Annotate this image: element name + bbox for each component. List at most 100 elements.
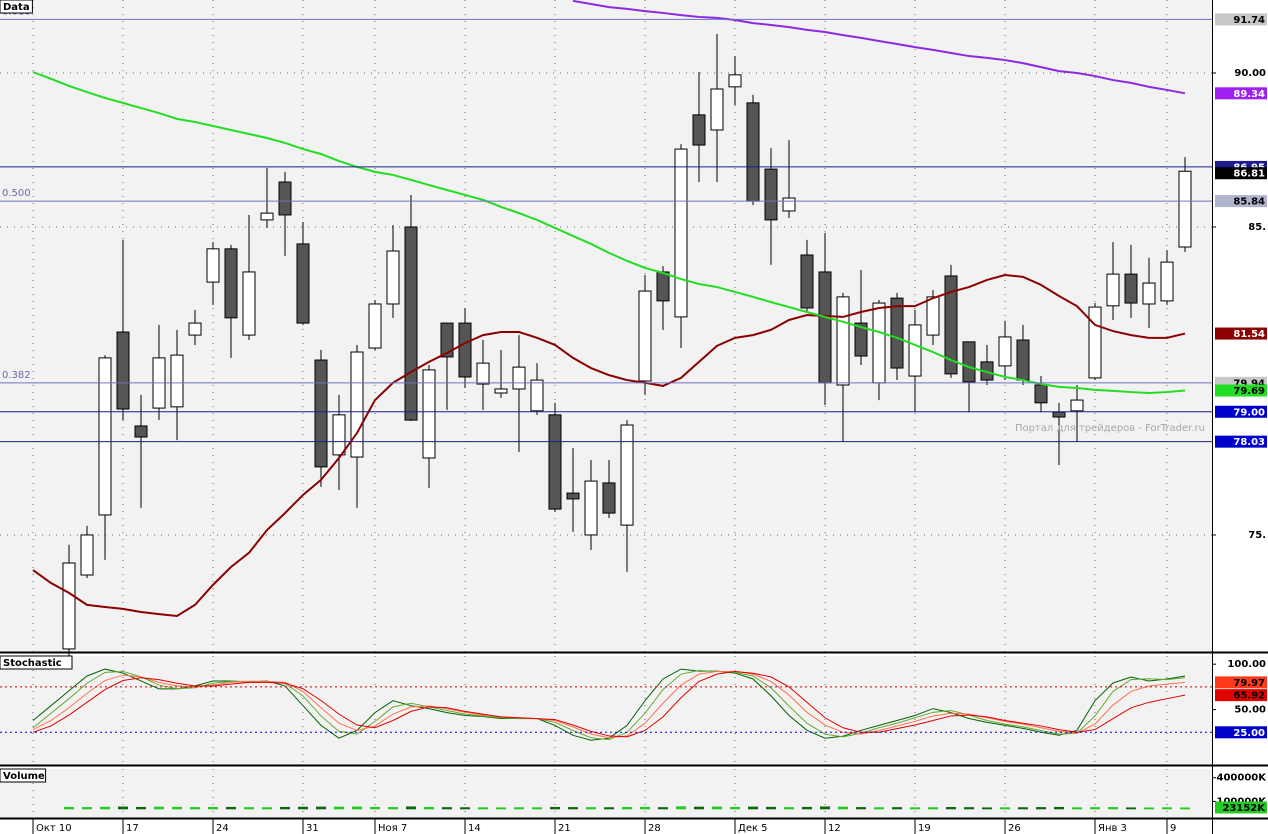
volume-bar [748, 806, 758, 810]
volume-bar [280, 806, 290, 810]
volume-bar [730, 806, 740, 810]
candle-body [548, 414, 562, 510]
volume-bar [1054, 806, 1064, 810]
volume-bar [766, 806, 776, 810]
volume-bar [478, 807, 488, 810]
volume-bar [1126, 807, 1136, 810]
volume-bar [820, 806, 830, 810]
volume-bar [190, 807, 200, 810]
candle-body [638, 290, 652, 382]
volume-bar [514, 807, 524, 810]
volume-bar [784, 807, 794, 810]
y-tick-label: 400000K [1217, 773, 1268, 784]
candle-body [602, 482, 616, 514]
candle-body [440, 322, 454, 358]
candle-body [1178, 170, 1192, 248]
volume-bar [640, 806, 650, 810]
candle-body [62, 562, 76, 650]
indicator-line [32, 71, 1186, 394]
panel-label-box [0, 768, 47, 783]
candle-body [926, 296, 940, 336]
candle-body [656, 271, 670, 302]
panel-label-box [0, 0, 33, 14]
volume-last-label: 23152K [1222, 803, 1266, 814]
candle-body [854, 322, 868, 357]
candle-body [260, 212, 274, 221]
volume-bar [964, 807, 974, 810]
x-tick-label: 12 [828, 823, 841, 834]
volume-bar [892, 807, 902, 810]
volume-bar [568, 807, 578, 810]
y-tick-label: 100.00 [1227, 659, 1266, 670]
x-tick-label: 9 [1170, 823, 1176, 834]
x-tick-label: 19 [918, 823, 931, 834]
volume-bar [1018, 807, 1028, 810]
candle-body [890, 297, 904, 369]
candle-body [350, 351, 364, 458]
series-last-label-box [1215, 87, 1267, 100]
volume-last-label-box [1215, 801, 1267, 814]
last-close-label: 86.81 [1233, 169, 1265, 180]
candle-body [1106, 273, 1120, 307]
fib-label: 0.500 [2, 188, 31, 199]
candle-body [476, 362, 490, 385]
volume-bar [82, 807, 92, 810]
x-tick-label: Дек 5 [738, 823, 768, 834]
volume-bar [1036, 807, 1046, 810]
volume-bar [550, 806, 560, 810]
candle-body [332, 414, 346, 456]
y-tick-label: 85. [1248, 222, 1266, 233]
candle-body [962, 341, 976, 383]
candle-body [746, 102, 760, 202]
volume-bar [460, 807, 470, 810]
candle-body [116, 331, 130, 410]
panel-label-box [0, 655, 73, 670]
volume-bar [496, 807, 506, 810]
series-last-label-box [1215, 676, 1267, 689]
candle-body [1160, 261, 1174, 302]
level-label: 79.00 [1233, 407, 1265, 418]
volume-bar [136, 806, 146, 810]
x-tick-label: 28 [648, 823, 661, 834]
x-tick-label: 26 [1008, 823, 1021, 834]
candle-body [1124, 273, 1138, 304]
volume-bar [1090, 807, 1100, 810]
volume-bar [946, 807, 956, 810]
candle-body [134, 425, 148, 438]
panel [0, 0, 1212, 652]
volume-bar [676, 806, 686, 810]
volume-bar [118, 806, 128, 810]
watermark: Портал для трейдеров - ForTrader.ru [1015, 423, 1205, 434]
series-last-label: 79.97 [1233, 678, 1265, 689]
volume-bar [982, 807, 992, 810]
candle-body [764, 168, 778, 221]
volume-bar [910, 807, 920, 810]
x-tick-label: 21 [558, 823, 571, 834]
y-tick-label: 75. [1248, 530, 1266, 541]
candle-body [1052, 411, 1066, 418]
level-label-box [1215, 405, 1267, 418]
candle-body [386, 250, 400, 305]
volume-bar [856, 807, 866, 810]
candle-body [1034, 384, 1048, 404]
candle-body [584, 480, 598, 536]
candle-body [782, 197, 796, 212]
level-label-box [1215, 726, 1267, 739]
indicator-line [32, 670, 1186, 741]
volume-bar [694, 806, 704, 810]
candle-body [710, 88, 724, 131]
panel [0, 769, 1212, 818]
volume-bar [100, 806, 110, 810]
volume-bar [1108, 807, 1118, 810]
volume-bar [928, 807, 938, 810]
volume-bar [658, 807, 668, 810]
candle-body [458, 322, 472, 378]
candle-body [98, 357, 112, 516]
level-label: 85.84 [1233, 197, 1265, 208]
volume-bar [1162, 807, 1172, 810]
y-tick-label: 90.00 [1234, 68, 1266, 79]
level-label: 78.03 [1233, 437, 1265, 448]
x-tick-label: Ноя 7 [378, 823, 407, 834]
panel [0, 656, 1212, 765]
